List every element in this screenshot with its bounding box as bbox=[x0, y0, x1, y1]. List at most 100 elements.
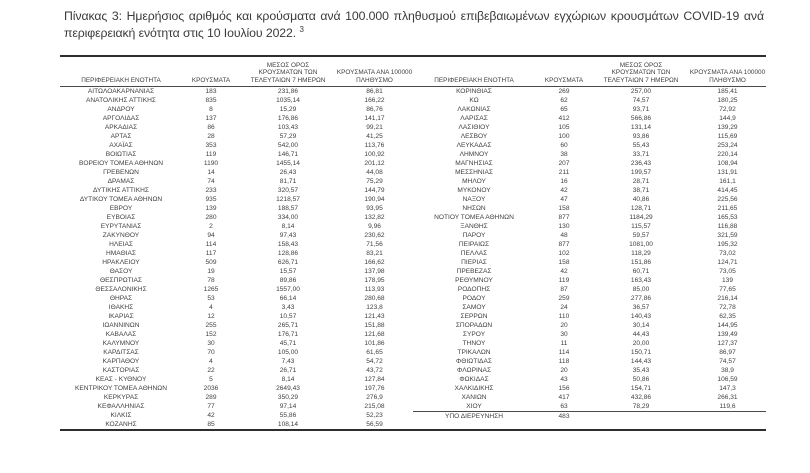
avg7-cell bbox=[593, 411, 689, 421]
per100k-cell: 190,94 bbox=[364, 196, 385, 203]
region-cell: ΚΕΝΤΡΙΚΟΥ ΤΟΜΕΑ ΑΘΗΝΩΝ bbox=[75, 385, 167, 392]
per100k-cell: 86,81 bbox=[366, 88, 383, 95]
region-cell: ΚΟΖΑΝΗΣ bbox=[105, 421, 137, 428]
table-row: ΑΡΓΟΛΙΔΑΣ 137 176,86 141,17 bbox=[60, 114, 413, 123]
avg7-cell: 1218,57 bbox=[276, 196, 300, 203]
cases-cell: 42 bbox=[207, 412, 215, 419]
cases-cell: 114 bbox=[558, 349, 570, 356]
avg7-cell: 108,14 bbox=[277, 421, 299, 428]
region-cell: ΣΑΜΟΥ bbox=[462, 304, 486, 311]
avg7-cell: 7,43 bbox=[281, 358, 295, 365]
per100k-cell: 54,72 bbox=[366, 358, 383, 365]
avg7-cell: 1081,00 bbox=[629, 241, 653, 248]
per100k-cell: 180,25 bbox=[717, 97, 738, 104]
per100k-cell: 144,95 bbox=[717, 322, 738, 329]
region-cell: ΥΠΟ ΔΙΕΡΕΥΝΗΣΗ bbox=[413, 411, 535, 421]
cases-cell: 156 bbox=[558, 385, 570, 392]
avg7-cell: 15,57 bbox=[279, 268, 297, 275]
avg7-cell: 33,71 bbox=[632, 151, 650, 158]
per100k-cell: 215,08 bbox=[364, 403, 385, 410]
region-cell: ΚΑΣΤΟΡΙΑΣ bbox=[102, 367, 140, 374]
per100k-cell: 216,14 bbox=[717, 295, 738, 302]
avg7-cell: 1035,14 bbox=[276, 97, 300, 104]
region-cell: ΛΑΡΙΣΑΣ bbox=[460, 115, 488, 122]
per100k-cell: 166,62 bbox=[364, 259, 385, 266]
region-cell: ΡΟΔΟΥ bbox=[462, 295, 486, 302]
avg7-cell: 81,71 bbox=[279, 178, 297, 185]
table-row: ΔΥΤΙΚΟΥ ΤΟΜΕΑ ΑΘΗΝΩΝ 935 1218,57 190,94 bbox=[60, 195, 413, 204]
region-cell: ΠΡΕΒΕΖΑΣ bbox=[456, 268, 492, 275]
per100k-cell: 108,94 bbox=[717, 160, 738, 167]
cases-cell: 47 bbox=[560, 196, 568, 203]
region-cell: ΡΟΔΟΠΗΣ bbox=[457, 286, 491, 293]
avg7-cell: 35,43 bbox=[632, 367, 650, 374]
avg7-cell: 93,86 bbox=[632, 133, 650, 140]
table-row: ΑΡΤΑΣ 28 57,29 41,25 bbox=[60, 132, 413, 141]
cases-cell: 130 bbox=[558, 223, 570, 230]
region-cell: ΤΡΙΚΑΛΩΝ bbox=[457, 349, 491, 356]
per100k-cell: 132,82 bbox=[364, 214, 385, 221]
avg7-cell: 55,43 bbox=[632, 142, 650, 149]
cases-cell: 102 bbox=[558, 250, 570, 257]
column-header-cases: ΚΡΟΥΣΜΑΤΑ bbox=[182, 57, 240, 87]
avg7-cell: 163,43 bbox=[630, 277, 652, 284]
region-cell: ΘΑΣΟΥ bbox=[109, 268, 133, 275]
avg7-cell: 57,29 bbox=[279, 133, 297, 140]
cases-cell: 86 bbox=[207, 124, 215, 131]
per100k-cell: 43,72 bbox=[366, 367, 383, 374]
cases-cell: 137 bbox=[205, 115, 217, 122]
avg7-cell: 8,14 bbox=[281, 223, 295, 230]
cases-cell: 158 bbox=[558, 205, 570, 212]
region-cell: ΧΑΝΙΩΝ bbox=[461, 394, 487, 401]
cases-cell: 269 bbox=[558, 88, 570, 95]
per100k-cell: 52,23 bbox=[366, 412, 383, 419]
avg7-cell: 103,43 bbox=[277, 124, 299, 131]
table-row: ΚΙΛΚΙΣ 42 55,86 52,23 bbox=[60, 411, 413, 420]
per100k-cell: 165,53 bbox=[717, 214, 738, 221]
per100k-cell: 178,95 bbox=[364, 277, 385, 284]
region-cell: ΕΒΡΟΥ bbox=[109, 205, 133, 212]
region-cell: ΜΑΓΝΗΣΙΑΣ bbox=[455, 160, 493, 167]
cases-cell: 43 bbox=[560, 376, 568, 383]
avg7-cell: 566,86 bbox=[630, 115, 652, 122]
table-row: ΑΙΤΩΛΟΑΚΑΡΝΑΝΙΑΣ 183 231,86 86,81 bbox=[60, 87, 413, 97]
cases-table-left-half: ΠΕΡΙΦΕΡΕΙΑΚΗ ΕΝΟΤΗΤΑ ΚΡΟΥΣΜΑΤΑ ΜΕΣΟΣ ΟΡΟ… bbox=[60, 57, 413, 429]
table-row: ΘΗΡΑΣ 53 66,14 280,68 bbox=[60, 294, 413, 303]
avg7-cell: 97,14 bbox=[279, 403, 297, 410]
avg7-cell: 1184,29 bbox=[629, 214, 653, 221]
column-header-per100k: ΚΡΟΥΣΜΑΤΑ ΑΝΑ 100000 ΠΛΗΘΥΣΜΟ bbox=[689, 57, 766, 87]
table-row: ΦΛΩΡΙΝΑΣ 20 35,43 38,9 bbox=[413, 366, 766, 375]
avg7-cell: 105,00 bbox=[277, 349, 299, 356]
per100k-cell: 73,05 bbox=[719, 268, 736, 275]
table-row: ΣΑΜΟΥ 24 36,57 72,78 bbox=[413, 303, 766, 312]
per100k-cell: 100,92 bbox=[364, 151, 385, 158]
avg7-cell: 26,71 bbox=[279, 367, 297, 374]
region-cell: ΘΕΣΣΑΛΟΝΙΚΗΣ bbox=[95, 286, 147, 293]
per100k-cell: 73,02 bbox=[719, 250, 736, 257]
cases-cell: 139 bbox=[205, 205, 217, 212]
cases-cell: 211 bbox=[558, 169, 570, 176]
per100k-cell: 124,71 bbox=[717, 259, 738, 266]
table-row: ΚΑΒΑΛΑΣ 152 176,71 121,68 bbox=[60, 330, 413, 339]
cases-cell: 353 bbox=[205, 142, 217, 149]
table-row: ΧΙΟΥ 63 78,29 119,6 bbox=[413, 402, 766, 412]
per100k-cell: 106,59 bbox=[717, 376, 738, 383]
cases-cell: 118 bbox=[558, 358, 570, 365]
per100k-cell: 113,76 bbox=[364, 142, 385, 149]
per100k-cell: 211,65 bbox=[717, 205, 738, 212]
table-row: ΜΗΛΟΥ 16 28,71 161,1 bbox=[413, 177, 766, 186]
avg7-cell: 277,86 bbox=[630, 295, 652, 302]
avg7-cell: 334,00 bbox=[277, 214, 299, 221]
table-row: ΚΑΡΔΙΤΣΑΣ 70 105,00 61,65 bbox=[60, 348, 413, 357]
region-cell: ΤΗΝΟΥ bbox=[462, 340, 486, 347]
table-row: ΚΕΦΑΛΛΗΝΙΑΣ 77 97,14 215,08 bbox=[60, 402, 413, 411]
per100k-cell: 137,98 bbox=[364, 268, 385, 275]
region-cell: ΡΕΘΥΜΝΟΥ bbox=[455, 277, 493, 284]
avg7-cell: 44,43 bbox=[632, 331, 650, 338]
region-cell: ΦΘΙΩΤΙΔΑΣ bbox=[456, 358, 492, 365]
avg7-cell: 66,14 bbox=[279, 295, 297, 302]
table-row: ΓΡΕΒΕΝΩΝ 14 26,43 44,08 bbox=[60, 168, 413, 177]
cases-cell: 877 bbox=[558, 214, 570, 221]
avg7-cell: 93,71 bbox=[632, 106, 650, 113]
